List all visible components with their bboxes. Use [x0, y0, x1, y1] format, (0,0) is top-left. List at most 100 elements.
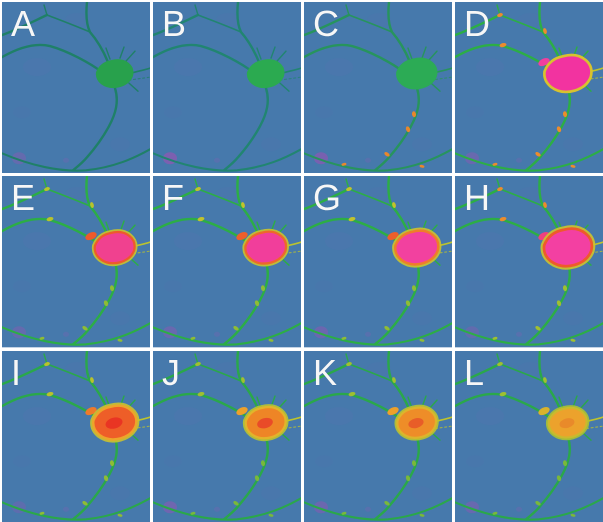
dendrite-up	[538, 176, 563, 238]
soma-spike	[105, 47, 111, 60]
dendrite-topleft	[455, 13, 502, 37]
dendrite-topleft	[2, 13, 49, 37]
neuron-soma	[394, 404, 439, 441]
soma-spike	[256, 47, 262, 60]
dendrite-right-faint	[581, 425, 603, 430]
panel-G: G	[304, 176, 452, 348]
neuron-soma	[540, 225, 596, 270]
purple-debris-dot	[365, 506, 371, 512]
panel-I: I	[2, 350, 150, 522]
dendrites	[455, 350, 603, 521]
dendrite-right-faint	[581, 76, 603, 81]
purple-debris-dot	[214, 506, 220, 512]
proximal-varicosity	[538, 58, 550, 67]
dendrite-down	[71, 261, 118, 346]
dendrite-down	[524, 86, 571, 172]
proximal-varicosity	[236, 232, 248, 241]
dendrite-topleft-join	[499, 14, 544, 33]
neuron-soma	[392, 227, 442, 268]
panel-C: C	[304, 2, 452, 174]
panel-H: H	[455, 176, 603, 348]
dendrite-up	[387, 350, 412, 412]
dendrite-topleft-join	[46, 188, 91, 208]
dendrite-up	[538, 350, 563, 412]
dendrite-topleft	[2, 362, 49, 385]
panel-label: F	[162, 177, 185, 219]
dendrite-topleft-join	[499, 362, 544, 382]
dendrites	[153, 2, 301, 172]
dendrite-topleft-join	[197, 362, 242, 382]
dendrite-up	[236, 350, 261, 412]
dendrite-bottom-arc	[455, 322, 603, 347]
dendrite-topleft	[153, 362, 200, 385]
dendrite-topleft-join	[46, 14, 91, 33]
varicosities	[341, 111, 425, 168]
dendrite-topleft	[153, 188, 200, 211]
panel-K: K	[304, 350, 452, 522]
dendrite-right-faint	[128, 76, 150, 81]
dendrite-up	[85, 2, 110, 64]
neuron-micrograph	[153, 2, 301, 174]
purple-debris-dot	[63, 332, 69, 338]
dendrite-topleft-spur	[43, 4, 48, 16]
background-mottle	[315, 361, 432, 500]
dendrite-up	[538, 2, 563, 64]
dendrite-topleft-join	[197, 14, 242, 33]
dendrite-bottom-arc	[2, 148, 150, 172]
panel-D: D	[455, 2, 603, 174]
dendrite-right-faint	[128, 425, 150, 430]
proximal-varicosity	[387, 232, 399, 241]
dendrite-bottom-arc	[304, 148, 452, 172]
varicosities	[341, 361, 425, 517]
panel-label: I	[11, 351, 22, 393]
dendrite-down	[222, 261, 269, 346]
background-mottle	[13, 13, 130, 152]
dendrite-topleft-join	[348, 362, 393, 382]
dendrite-up	[387, 2, 412, 64]
panel-A: A	[2, 2, 150, 174]
dendrite-up	[85, 176, 110, 238]
background-mottle	[164, 13, 281, 152]
dendrite-right-faint	[279, 250, 301, 256]
neuron-micrograph	[455, 176, 603, 348]
panel-background	[304, 2, 452, 174]
neuron-micrograph	[2, 176, 150, 348]
panel-label: E	[11, 177, 36, 219]
dendrite-bottom-arc	[304, 322, 452, 347]
dendrite-right-faint	[279, 76, 301, 81]
background-mottle	[466, 361, 583, 500]
panel-J: J	[153, 350, 301, 522]
neuron-soma	[242, 229, 289, 267]
varicosities	[190, 361, 274, 517]
dendrite-topleft-spur	[345, 4, 350, 16]
proximal-varicosity	[236, 406, 248, 415]
dendrite-left	[304, 43, 406, 74]
neuron-soma	[246, 59, 285, 89]
neuron-soma	[95, 59, 134, 89]
panel-E: E	[2, 176, 150, 348]
panel-label: H	[464, 177, 491, 219]
purple-debris-dot	[365, 332, 371, 338]
dendrite-down	[222, 435, 269, 521]
neuron-soma	[545, 404, 590, 440]
dendrite-bottom-arc	[2, 322, 150, 347]
soma-spike	[430, 82, 441, 92]
proximal-varicosity	[538, 406, 550, 415]
purple-debris-dot	[63, 506, 69, 512]
dendrite-bottom-arc	[455, 148, 603, 172]
soma-spike	[276, 50, 287, 62]
panel-label: B	[162, 3, 187, 44]
dendrite-down	[71, 435, 118, 521]
neuron-micrograph	[304, 176, 452, 348]
dendrite-topleft	[2, 188, 49, 211]
neuron-soma	[543, 53, 593, 94]
dendrite-down	[222, 86, 269, 172]
panel-label: C	[313, 3, 340, 44]
dendrite-down	[71, 86, 118, 172]
dendrite-down	[524, 261, 571, 346]
purple-debris-dot	[214, 157, 220, 163]
dendrite-topleft	[455, 188, 502, 211]
neuron-micrograph	[455, 350, 603, 522]
dendrite-topleft-join	[499, 188, 544, 208]
panel-label: G	[313, 177, 342, 219]
